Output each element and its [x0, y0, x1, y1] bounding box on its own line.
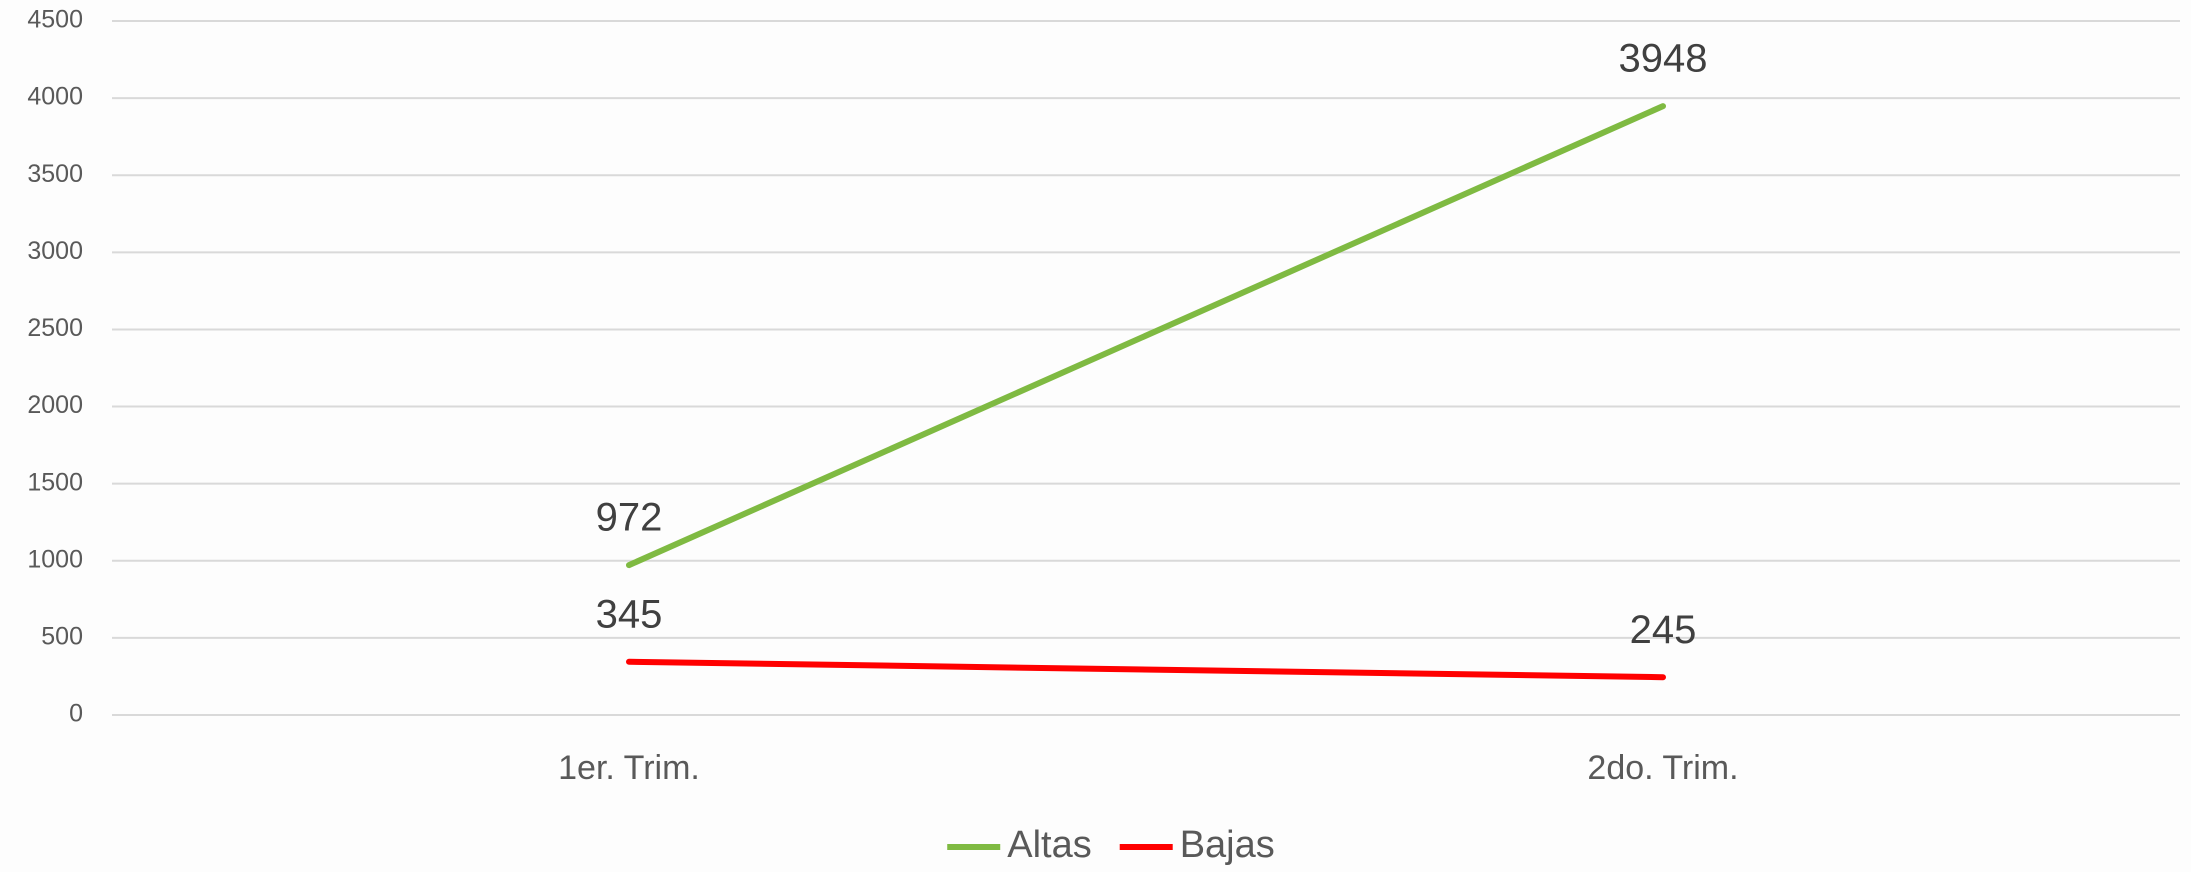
y-tick-label: 4500 — [27, 6, 83, 34]
y-tick-label: 2000 — [27, 391, 83, 419]
data-label: 245 — [1630, 608, 1697, 652]
y-tick-label: 0 — [69, 700, 83, 728]
x-tick-label: 1er. Trim. — [558, 749, 700, 787]
y-tick-label: 2500 — [27, 314, 83, 342]
y-tick-label: 1000 — [27, 545, 83, 573]
y-tick-label: 3000 — [27, 237, 83, 265]
x-tick-label: 2do. Trim. — [1587, 749, 1738, 787]
series-line — [626, 658, 1666, 681]
series-line — [626, 103, 1666, 569]
legend-label: Altas — [1007, 824, 1091, 866]
y-tick-label: 1500 — [27, 468, 83, 496]
data-label: 345 — [596, 592, 663, 636]
data-label: 972 — [596, 496, 663, 540]
y-tick-label: 500 — [41, 622, 83, 650]
data-label: 3948 — [1619, 37, 1708, 81]
y-tick-label: 3500 — [27, 160, 83, 188]
legend-label: Bajas — [1180, 824, 1275, 866]
y-tick-label: 4000 — [27, 83, 83, 111]
